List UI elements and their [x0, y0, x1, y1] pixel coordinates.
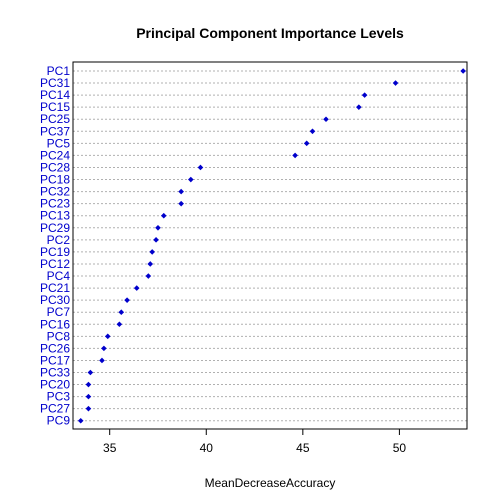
data-points: [78, 68, 466, 423]
data-point: [178, 189, 184, 195]
data-point: [146, 273, 152, 279]
data-point: [88, 370, 94, 376]
data-point: [124, 297, 130, 303]
data-point: [155, 225, 161, 231]
data-point: [105, 334, 111, 340]
x-axis: 35 40 45 50: [103, 429, 406, 455]
data-point: [188, 177, 194, 183]
data-point: [149, 249, 155, 255]
data-point: [161, 213, 167, 219]
data-point: [99, 358, 105, 364]
plot-frame: [73, 62, 467, 429]
x-tick-label: 45: [296, 441, 310, 455]
data-point: [292, 153, 298, 159]
data-point: [323, 116, 329, 122]
data-point: [178, 201, 184, 207]
x-tick-label: 50: [393, 441, 407, 455]
data-point: [117, 321, 123, 327]
data-point: [86, 406, 92, 412]
y-axis-labels: PC1PC31PC14PC15PC25PC37PC5PC24PC28PC18PC…: [40, 64, 70, 428]
grid-lines: [73, 71, 467, 421]
y-tick-label: PC9: [47, 414, 71, 428]
data-point: [310, 129, 316, 135]
data-point: [86, 382, 92, 388]
data-point: [86, 394, 92, 400]
x-tick-label: 35: [103, 441, 117, 455]
data-point: [118, 309, 124, 315]
data-point: [101, 346, 107, 352]
data-point: [393, 80, 399, 86]
data-point: [147, 261, 153, 267]
data-point: [78, 418, 84, 424]
data-point: [356, 104, 362, 110]
data-point: [362, 92, 368, 98]
data-point: [153, 237, 159, 243]
data-point: [460, 68, 466, 74]
data-point: [304, 141, 310, 147]
data-point: [198, 165, 204, 171]
data-point: [134, 285, 140, 291]
x-axis-label: MeanDecreaseAccuracy: [205, 476, 336, 490]
x-tick-label: 40: [200, 441, 214, 455]
chart-title: Principal Component Importance Levels: [136, 25, 404, 41]
